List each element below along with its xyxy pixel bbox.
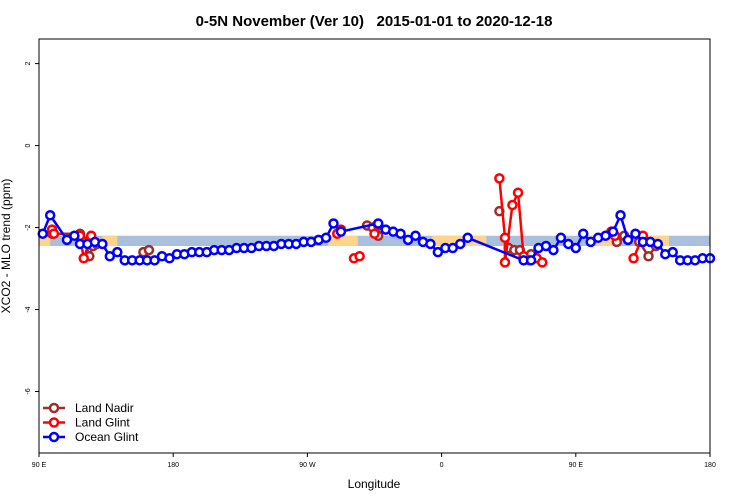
legend-land-nadir-label: Land Nadir	[75, 401, 134, 415]
legend-ocean-glint-label: Ocean Glint	[75, 430, 139, 444]
ocean-glint-point-68	[630, 228, 641, 239]
legend-land-glint-label: Land Glint	[75, 416, 130, 430]
band-orange-1	[102, 235, 118, 246]
x-tick-label: 0	[440, 462, 444, 469]
ocean-glint-point-50	[447, 242, 459, 254]
y-tick-label: 0	[25, 144, 32, 148]
ocean-glint-point-59	[563, 238, 574, 250]
y-tick-label: -4	[25, 306, 32, 312]
ocean-glint-point-39	[335, 226, 347, 237]
x-tick-label: 90 W	[299, 462, 316, 469]
band-orange-2	[327, 235, 358, 246]
ocean-glint-point-56	[540, 240, 552, 252]
ocean-glint-point-54	[525, 255, 537, 266]
land-glint-point-12	[494, 173, 505, 184]
ocean-glint-point-51	[454, 238, 466, 250]
land-glint-point-9	[354, 250, 365, 262]
ocean-glint-point-47	[425, 238, 436, 250]
y-tick-label: -6	[25, 388, 32, 394]
land-glint-point-16	[512, 187, 524, 198]
y-axis: 2 0 -2 -4 -6	[25, 62, 39, 395]
y-tick-label: 2	[25, 62, 32, 66]
ocean-glint-point-73	[667, 246, 678, 258]
chart-title: 0-5N November (Ver 10) 2015-01-01 to 202…	[196, 13, 553, 30]
ocean-glint-point-37	[320, 232, 332, 244]
ocean-glint-point-64	[600, 230, 611, 242]
land-glint-point-20	[537, 257, 548, 268]
ocean-glint-point-58	[555, 232, 567, 244]
ocean-glint-point-61	[578, 228, 589, 239]
land-glint-point-13	[499, 232, 511, 244]
ocean-glint-point-65	[607, 226, 619, 237]
land-glint-point-1	[48, 228, 60, 239]
land-glint-point-3	[78, 253, 89, 264]
ocean-glint-point-0	[37, 228, 48, 239]
ocean-glint-point-8	[104, 250, 116, 262]
ocean-glint-point-71	[652, 238, 664, 250]
y-axis-label: XCO2 - MLO trend (ppm)	[0, 179, 13, 314]
ocean-glint-point-67	[622, 234, 634, 246]
land-glint-point-23	[628, 253, 639, 264]
legend-land-nadir-marker	[48, 402, 60, 414]
ocean-glint-point-52	[462, 232, 473, 244]
ocean-glint-point-62	[585, 236, 596, 248]
ocean-glint-point-43	[395, 228, 406, 239]
ocean-glint-point-57	[548, 244, 559, 256]
data-series	[37, 173, 716, 268]
band-blue	[39, 235, 710, 246]
ocean-glint-point-60	[570, 242, 582, 254]
x-axis-label: Longitude	[348, 477, 401, 491]
ocean-glint-point-7	[97, 238, 108, 250]
x-axis: 90 E 180 90 W 0 90 E 180	[32, 453, 716, 469]
ocean-glint-point-9	[112, 246, 123, 258]
ocean-glint-point-16	[164, 253, 175, 264]
ocean-glint-point-66	[615, 210, 626, 221]
x-tick-label: 90 E	[569, 462, 584, 469]
ocean-glint-point-48	[432, 246, 444, 258]
ocean-glint-point-45	[410, 230, 421, 242]
land-glint-point-15	[507, 199, 518, 211]
ocean-glint-point-1	[44, 210, 56, 221]
land-nadir-point-7	[143, 244, 155, 256]
ocean-glint-point-44	[402, 234, 414, 246]
land-nadir-point-20	[643, 250, 654, 262]
land-glint-point-14	[499, 257, 511, 268]
ocean-glint-point-2	[61, 234, 73, 246]
land-glint-point-10	[369, 228, 380, 239]
y-tick-label: -2	[25, 224, 32, 230]
ocean-glint-point-40	[372, 218, 384, 229]
x-tick-label: 90 E	[32, 462, 47, 469]
legend-land-glint-marker	[48, 417, 60, 428]
plot-frame	[38, 38, 711, 454]
x-tick-label: 180	[167, 462, 179, 469]
ocean-glint-point-14	[149, 255, 160, 266]
ocean-glint-point-3	[69, 230, 80, 242]
x-tick-label: 180	[704, 462, 716, 469]
ocean-glint-point-38	[328, 218, 339, 229]
legend-ocean-glint-marker	[48, 431, 60, 443]
band-orange-0	[39, 235, 51, 246]
